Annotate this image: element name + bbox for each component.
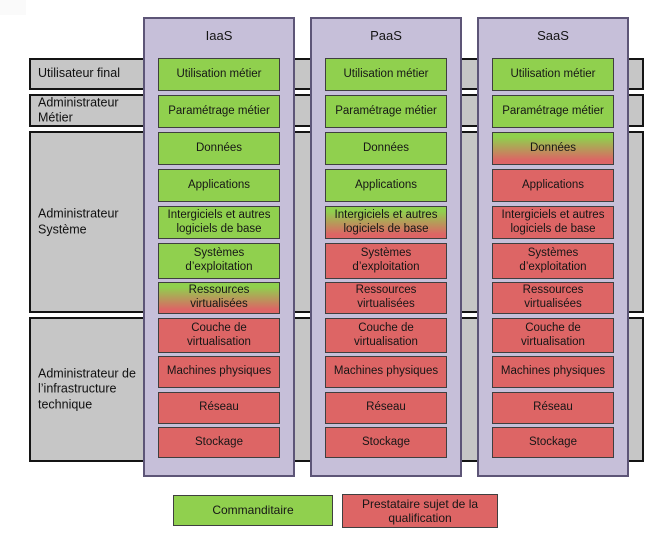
role-band-label: Administrateur Système <box>38 206 119 236</box>
saas-layer-reseau: Réseau <box>492 392 614 424</box>
column-title: PaaS <box>370 28 402 43</box>
column-saas: SaaS Utilisation métier Paramétrage méti… <box>477 17 629 477</box>
paas-layer-donnees: Données <box>325 132 447 165</box>
paas-layer-reseau: Réseau <box>325 392 447 424</box>
iaas-layer-reseau: Réseau <box>158 392 280 424</box>
scan-artifact <box>0 0 26 15</box>
iaas-layer-stockage: Stockage <box>158 427 280 458</box>
paas-layer-intergiciels: Intergiciels et autres logiciels de base <box>325 206 447 239</box>
iaas-layer-utilisation-metier: Utilisation métier <box>158 58 280 91</box>
saas-layer-stockage: Stockage <box>492 427 614 458</box>
iaas-layer-machines-physiques: Machines physiques <box>158 356 280 388</box>
role-band-label: Utilisateur final <box>38 66 120 81</box>
paas-layer-systemes-exploitation: Systèmes d’exploitation <box>325 243 447 279</box>
column-title: SaaS <box>537 28 569 43</box>
iaas-layer-applications: Applications <box>158 169 280 202</box>
column-iaas: IaaS Utilisation métier Paramétrage méti… <box>143 17 295 477</box>
iaas-layer-ressources-virtualisees: Ressources virtualisées <box>158 282 280 314</box>
paas-layer-machines-physiques: Machines physiques <box>325 356 447 388</box>
paas-layer-parametrage-metier: Paramétrage métier <box>325 95 447 128</box>
iaas-layer-donnees: Données <box>158 132 280 165</box>
role-band-label: Administrateur Métier <box>38 94 119 125</box>
saas-layer-utilisation-metier: Utilisation métier <box>492 58 614 91</box>
saas-layer-applications: Applications <box>492 169 614 202</box>
role-band-label: Administrateur de l’infrastructure techn… <box>38 366 136 412</box>
legend-prestataire-box: Prestataire sujet de la qualification <box>342 494 498 528</box>
iaas-layer-parametrage-metier: Paramétrage métier <box>158 95 280 128</box>
saas-layer-machines-physiques: Machines physiques <box>492 356 614 388</box>
saas-layer-intergiciels: Intergiciels et autres logiciels de base <box>492 206 614 239</box>
saas-layer-donnees: Données <box>492 132 614 165</box>
saas-layer-parametrage-metier: Paramétrage métier <box>492 95 614 128</box>
iaas-layer-couche-virtualisation: Couche de virtualisation <box>158 318 280 353</box>
saas-layer-couche-virtualisation: Couche de virtualisation <box>492 318 614 353</box>
column-paas: PaaS Utilisation métier Paramétrage méti… <box>310 17 462 477</box>
iaas-layer-systemes-exploitation: Systèmes d’exploitation <box>158 243 280 279</box>
paas-layer-ressources-virtualisees: Ressources virtualisées <box>325 282 447 314</box>
iaas-layer-intergiciels: Intergiciels et autres logiciels de base <box>158 206 280 239</box>
legend-commanditaire-box: Commanditaire <box>173 495 333 526</box>
paas-layer-utilisation-metier: Utilisation métier <box>325 58 447 91</box>
column-title: IaaS <box>205 28 233 43</box>
saas-layer-systemes-exploitation: Systèmes d’exploitation <box>492 243 614 279</box>
saas-layer-ressources-virtualisees: Ressources virtualisées <box>492 282 614 314</box>
paas-layer-applications: Applications <box>325 169 447 202</box>
paas-layer-couche-virtualisation: Couche de virtualisation <box>325 318 447 353</box>
paas-layer-stockage: Stockage <box>325 427 447 458</box>
